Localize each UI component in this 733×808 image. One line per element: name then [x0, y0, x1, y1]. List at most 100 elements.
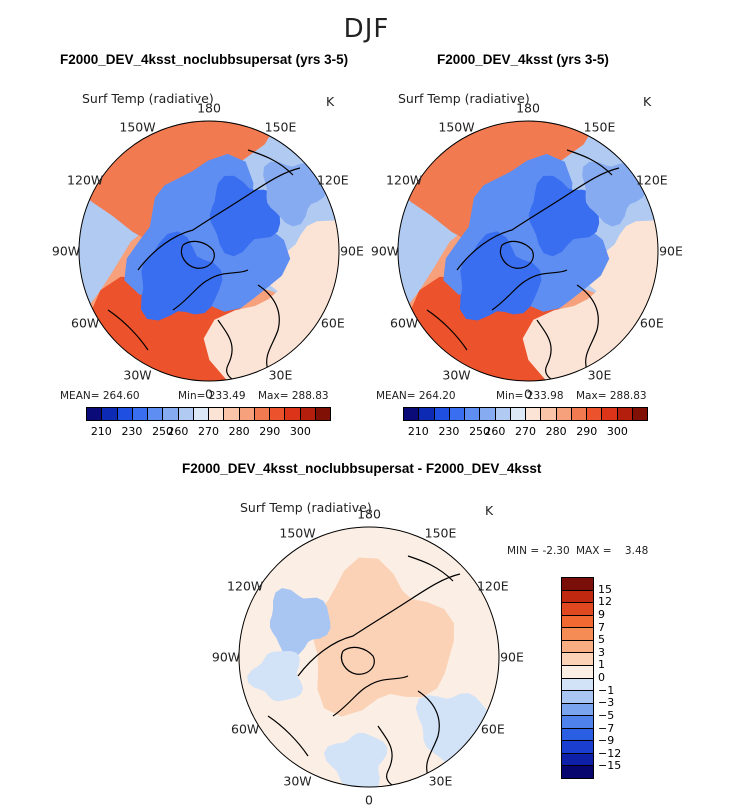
colorbar-swatch	[562, 578, 593, 591]
season-title: DJF	[343, 14, 390, 44]
panel1-units: K	[326, 94, 335, 109]
colorbar-swatch	[285, 408, 301, 420]
colorbar-swatch	[562, 703, 593, 717]
colorbar-swatch	[300, 408, 316, 420]
longitude-label: 90E	[500, 649, 524, 665]
diff-variable-label: Surf Temp (radiative)	[240, 500, 372, 515]
longitude-label: 30W	[442, 367, 471, 383]
longitude-label: 30W	[123, 367, 152, 383]
panel2-polar-map	[397, 120, 659, 382]
coastline	[107, 309, 149, 351]
colorbar-tick-label: 280	[545, 425, 567, 438]
colorbar-swatch	[510, 408, 526, 420]
colorbar-swatch	[254, 408, 270, 420]
coastline	[426, 309, 468, 351]
colorbar-tick-label: 290	[576, 425, 598, 438]
colorbar-swatch	[617, 408, 633, 420]
colorbar-tick-label: 300	[606, 425, 628, 438]
coastline	[332, 675, 409, 717]
colorbar-swatch	[562, 728, 593, 742]
colorbar-swatch	[178, 408, 194, 420]
colorbar-swatch	[270, 408, 286, 420]
cold-region	[141, 231, 223, 321]
colorbar-tick-label: 280	[228, 425, 250, 438]
longitude-label: 150E	[424, 525, 457, 541]
longitude-label: 90W	[51, 243, 81, 259]
longitude-label: 120E	[476, 578, 509, 593]
colorbar-swatch	[562, 678, 593, 692]
colorbar-swatch	[434, 408, 450, 420]
colorbar-swatch	[419, 408, 435, 420]
colorbar-swatch	[562, 691, 593, 704]
panel2-mean: MEAN= 264.20	[376, 390, 456, 402]
panel2-max: Max= 288.83	[576, 390, 647, 402]
longitude-label: 150E	[264, 119, 297, 135]
coastline	[267, 715, 309, 757]
map-boundary	[397, 120, 659, 382]
colorbar-tick-label: 230	[438, 425, 460, 438]
longitude-label: 0	[205, 386, 213, 402]
cold-region	[528, 175, 600, 257]
colorbar-swatch	[556, 408, 572, 420]
longitude-label: 60W	[71, 315, 100, 330]
longitude-label: 60E	[480, 721, 505, 736]
diff-polar-map	[238, 526, 500, 788]
diff-colorbar-ticks: 15 12 9 7 5 3 1 0 −1 −3 −5 −7 −9 −12 −15	[598, 577, 638, 779]
colorbar-tick-label: 250	[152, 425, 174, 438]
panel2-colorbar-ticks: 210 230 250 260 270 280 290 300	[403, 425, 648, 439]
colorbar-tick-label: −1	[598, 683, 615, 697]
panel1-variable-label: Surf Temp (radiative)	[82, 91, 214, 106]
colorbar-swatch	[562, 653, 593, 666]
colorbar-swatch	[571, 408, 587, 420]
cold-region	[460, 231, 542, 321]
panel1-mean: MEAN= 264.60	[60, 390, 140, 402]
longitude-label: 0	[524, 386, 532, 402]
colorbar-tick-label: 230	[121, 425, 143, 438]
longitude-label: 0	[365, 792, 373, 808]
mild-region	[585, 219, 658, 321]
longitude-label: 180	[516, 100, 540, 116]
cold-region	[263, 161, 327, 227]
longitude-label: 180	[197, 100, 221, 116]
longitude-label: 60W	[231, 721, 260, 736]
colorbar-swatch	[562, 640, 593, 654]
colorbar-swatch	[562, 615, 593, 629]
longitude-label: 60W	[390, 315, 419, 330]
colorbar-tick-label: 270	[198, 425, 219, 438]
colorbar-tick-label: 260	[167, 425, 189, 438]
coastline	[297, 573, 461, 677]
colorbar-swatch	[209, 408, 225, 420]
longitude-label: 120E	[635, 172, 668, 187]
longitude-label: 90W	[211, 649, 241, 665]
longitude-label: 150W	[119, 119, 156, 135]
longitude-label: 30E	[428, 773, 453, 789]
colorbar-swatch	[102, 408, 118, 420]
colorbar-tick-label: −5	[598, 708, 615, 722]
coastline	[456, 167, 620, 271]
colorbar-swatch	[117, 408, 133, 420]
panel2-units: K	[643, 94, 652, 109]
diff-minmax: MIN = -2.30 MAX = 3.48	[507, 545, 648, 557]
longitude-label: 30E	[268, 367, 293, 383]
colorbar-swatch	[480, 408, 496, 420]
colorbar-tick-label: −7	[598, 721, 615, 735]
diff-max-value: 3.48	[624, 545, 649, 557]
map-boundary	[78, 120, 340, 382]
coastline	[566, 149, 613, 176]
cold-anomaly	[323, 732, 388, 787]
coastline	[137, 167, 301, 271]
panel2-min: Min= 233.98	[496, 390, 564, 402]
colorbar-tick-label: 3	[598, 645, 605, 659]
colorbar-tick-label: 12	[598, 595, 612, 609]
colorbar-swatch	[193, 408, 209, 420]
coastline	[576, 284, 599, 371]
colorbar-swatch	[562, 753, 593, 767]
colorbar-swatch	[239, 408, 255, 420]
colorbar-tick-label: 250	[469, 425, 491, 438]
colorbar-swatch	[602, 408, 618, 420]
colorbar-tick-label: −9	[598, 734, 615, 748]
panel2-colorbar	[403, 407, 648, 421]
colorbar-swatch	[132, 408, 148, 420]
colorbar-swatch	[526, 408, 542, 420]
colorbar-swatch	[562, 590, 593, 604]
